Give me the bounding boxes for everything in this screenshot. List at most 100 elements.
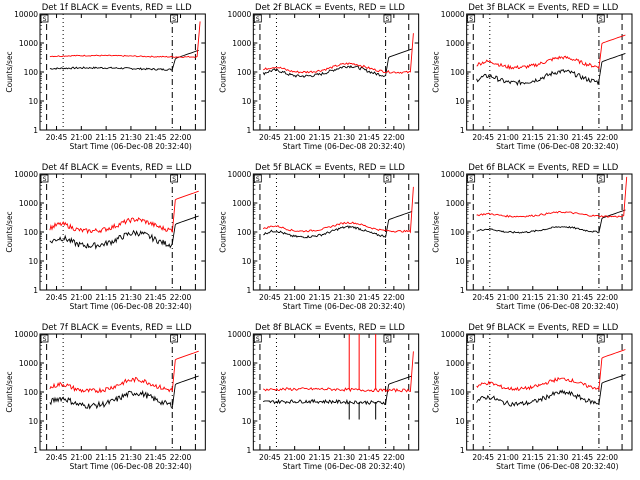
x-tick-label: 21:00: [71, 453, 93, 462]
y-tick-label: 10: [28, 417, 38, 426]
series-lld-line: [262, 351, 414, 393]
x-tick-label: 22:00: [170, 133, 192, 142]
plot-frame: [466, 13, 633, 131]
x-tick-label: 20:45: [46, 293, 68, 302]
badge-right-box: [383, 174, 392, 183]
badge-right-box: [596, 174, 605, 183]
y-tick-label: 10000: [14, 170, 38, 179]
y-tick-label: 1000: [19, 199, 38, 208]
panel-det-2: Det 2f BLACK = Events, RED = LLD 1 10 100 10…: [218, 3, 420, 151]
plot-frame: [252, 333, 420, 451]
chart-title: Det 5f BLACK = Events, RED = LLD: [255, 163, 405, 173]
series-events-line: [476, 209, 626, 234]
x-tick-label: 21:45: [358, 133, 380, 142]
x-tick-label: 21:00: [284, 293, 306, 302]
x-axis-label: Start Time (06-Dec-08 20:32:40): [496, 462, 618, 471]
x-tick-label: 21:00: [71, 133, 93, 142]
x-tick-label: 21:30: [333, 293, 355, 302]
x-tick-label: 21:45: [358, 453, 380, 462]
y-tick-label: 10: [455, 257, 465, 266]
y-tick-label: 10: [28, 97, 38, 106]
y-axis-label: Counts/sec: [432, 211, 441, 252]
y-tick-label: 1: [460, 286, 465, 295]
series-events-line: [262, 375, 413, 406]
x-tick-label: 21:30: [547, 133, 569, 142]
y-axis-label: Counts/sec: [5, 211, 14, 252]
badge-left-label: S: [256, 336, 260, 343]
x-tick-label: 21:15: [522, 133, 544, 142]
x-tick-label: 21:00: [284, 453, 306, 462]
y-tick-label: 10000: [227, 10, 251, 19]
y-axis-label: Counts/sec: [218, 211, 227, 252]
y-tick-label: 100: [237, 228, 252, 237]
x-axis-label: Start Time (06-Dec-08 20:32:40): [283, 142, 405, 151]
series-events-line: [262, 48, 413, 78]
badge-right-label: S: [599, 16, 603, 23]
series-events-line: [49, 215, 199, 250]
x-tick-label: 21:15: [522, 453, 544, 462]
badge-left-box: [467, 174, 476, 183]
y-axis-label: Counts/sec: [5, 371, 14, 412]
y-tick-label: 1000: [446, 199, 465, 208]
chart-title: Det 7f BLACK = Events, RED = LLD: [42, 323, 192, 333]
badge-right-label: S: [386, 336, 390, 343]
x-tick-label: 21:15: [95, 133, 117, 142]
y-tick-label: 10000: [14, 10, 38, 19]
y-tick-label: 1000: [232, 359, 251, 368]
y-tick-label: 10000: [441, 170, 465, 179]
y-tick-label: 1: [247, 286, 252, 295]
x-tick-label: 20:45: [259, 133, 281, 142]
x-tick-label: 21:30: [547, 293, 569, 302]
panel-det-6: Det 6f BLACK = Events, RED = LLD 1 10 100 10…: [432, 163, 633, 311]
series-lld-line: [49, 21, 201, 58]
plot-frame: [39, 333, 206, 451]
x-axis-label: Start Time (06-Dec-08 20:32:40): [496, 302, 618, 311]
x-tick-label: 22:00: [383, 453, 405, 462]
y-tick-label: 1: [460, 126, 465, 135]
plot-frame: [466, 173, 633, 291]
badge-left-label: S: [469, 16, 473, 23]
series-events-line: [49, 375, 199, 410]
x-tick-label: 21:00: [497, 133, 519, 142]
badge-right-label: S: [386, 16, 390, 23]
x-tick-label: 22:00: [596, 293, 618, 302]
series-lld-line: [262, 186, 414, 234]
badge-left-box: [40, 334, 49, 343]
x-tick-label: 21:30: [333, 453, 355, 462]
x-tick-label: 21:00: [497, 453, 519, 462]
y-tick-label: 1: [33, 286, 38, 295]
x-tick-label: 21:45: [145, 293, 167, 302]
series-events-line: [263, 210, 413, 239]
y-tick-label: 10: [242, 257, 252, 266]
y-tick-label: 10: [455, 417, 465, 426]
x-tick-label: 21:30: [120, 453, 142, 462]
x-tick-label: 21:30: [547, 453, 569, 462]
panel-det-7: Det 7f BLACK = Events, RED = LLD 1 10 100 10…: [5, 323, 206, 471]
y-tick-label: 100: [24, 388, 39, 397]
chart-title: Det 6f BLACK = Events, RED = LLD: [468, 163, 618, 173]
x-tick-label: 21:15: [522, 293, 544, 302]
badge-right-box: [596, 334, 605, 343]
badge-left-label: S: [469, 176, 473, 183]
badge-right-box: [383, 334, 392, 343]
x-tick-label: 21:00: [71, 293, 93, 302]
x-tick-label: 22:00: [383, 293, 405, 302]
x-tick-label: 21:45: [572, 133, 594, 142]
x-tick-label: 21:30: [120, 293, 142, 302]
badge-left-box: [253, 14, 262, 23]
panel-det-4: Det 4f BLACK = Events, RED = LLD 1 10 100 10…: [5, 163, 206, 311]
badge-left-box: [253, 334, 262, 343]
badge-right-box: [383, 14, 392, 23]
panel-det-8: Det 8f BLACK = Events, RED = LLD 1 10 100 10…: [218, 323, 420, 471]
badge-left-box: [467, 334, 476, 343]
y-tick-label: 1: [247, 446, 252, 455]
x-tick-label: 21:15: [309, 133, 331, 142]
y-tick-label: 1: [33, 126, 38, 135]
y-tick-label: 10000: [227, 330, 251, 339]
badge-left-label: S: [43, 16, 47, 23]
x-tick-label: 20:45: [46, 453, 68, 462]
panel-det-3: Det 3f BLACK = Events, RED = LLD 1 10 100 10…: [432, 3, 633, 151]
x-tick-label: 21:00: [497, 293, 519, 302]
y-tick-label: 1: [460, 446, 465, 455]
chart-title: Det 2f BLACK = Events, RED = LLD: [255, 3, 405, 13]
